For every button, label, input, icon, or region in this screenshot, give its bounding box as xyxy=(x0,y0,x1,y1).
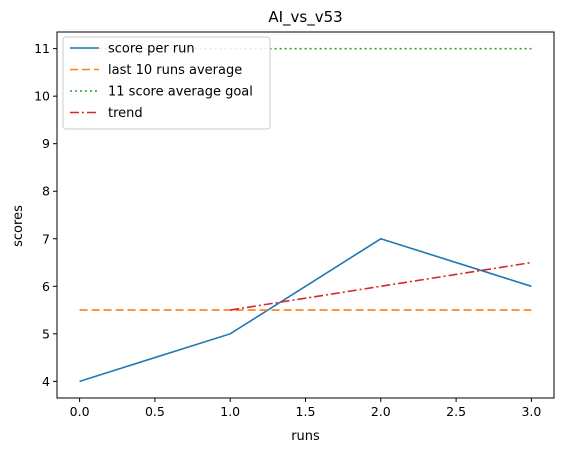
legend-label: trend xyxy=(108,106,143,121)
y-tick-label: 9 xyxy=(42,136,50,151)
series-line-1 xyxy=(79,237,532,383)
x-axis-label: runs xyxy=(291,429,320,444)
x-tick-label: 1.0 xyxy=(220,404,240,419)
x-tick-label: 0.0 xyxy=(70,404,90,419)
y-axis: 4 5 6 7 8 9 10 11 xyxy=(34,41,57,389)
x-tick-label: 2.0 xyxy=(371,404,391,419)
legend: score per run last 10 runs average 11 scor… xyxy=(62,36,271,130)
x-tick-label: 0.5 xyxy=(145,404,165,419)
y-tick-label: 5 xyxy=(42,326,50,341)
y-tick-label: 10 xyxy=(34,89,50,104)
y-tick-label: 7 xyxy=(42,231,50,246)
legend-label: last 10 runs average xyxy=(108,63,242,78)
x-tick-label: 2.5 xyxy=(446,404,466,419)
y-tick-label: 8 xyxy=(42,184,50,199)
x-axis: 0.0 0.5 1.0 1.5 2.0 2.5 3.0 xyxy=(70,398,541,419)
y-axis-label: scores xyxy=(11,205,26,247)
x-tick-label: 1.5 xyxy=(296,404,316,419)
y-tick-label: 11 xyxy=(34,41,50,56)
legend-box xyxy=(62,36,271,130)
y-tick-label: 6 xyxy=(42,279,50,294)
legend-label: 11 score average goal xyxy=(108,85,253,100)
chart-title: AI_vs_v53 xyxy=(268,8,342,27)
legend-label: score per run xyxy=(108,42,195,57)
y-tick-label: 4 xyxy=(42,374,50,389)
x-tick-label: 3.0 xyxy=(521,404,541,419)
